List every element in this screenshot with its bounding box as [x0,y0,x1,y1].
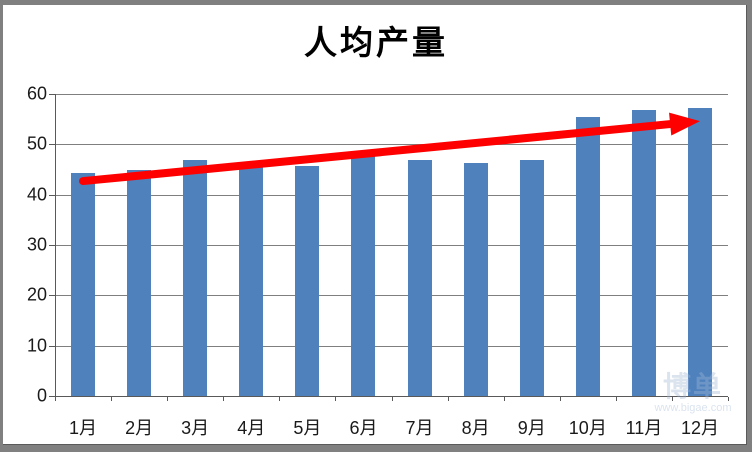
bar [575,116,600,396]
bar [295,166,320,396]
gridline [55,345,728,347]
gridline [55,94,728,95]
x-axis-tick [447,397,449,401]
x-axis-label: 3月 [181,418,210,438]
x-axis-label: 10月 [568,418,607,438]
y-axis-label: 40 [26,184,47,205]
y-axis-tick [49,295,55,297]
y-axis-tick [49,194,55,196]
x-axis-tick [615,397,617,401]
bar [127,169,152,396]
x-axis-tick [391,397,393,401]
bar [351,155,376,396]
x-axis-tick [503,397,505,401]
y-axis-tick [49,396,55,397]
x-axis-tick [728,397,730,401]
bar [71,173,95,396]
bar [463,163,488,396]
x-axis-label: 5月 [293,418,322,438]
y-axis-line [55,94,56,397]
y-axis-label: 10 [26,335,47,356]
x-axis-label: 6月 [349,418,378,438]
y-axis-label: 0 [36,385,47,406]
x-axis-label: 1月 [68,418,97,438]
bar [631,110,656,396]
gridline [55,245,728,246]
x-axis-label: 8月 [461,418,490,438]
x-axis-label: 12月 [680,418,720,438]
y-axis-label: 30 [26,234,47,255]
y-axis-label: 60 [26,83,47,104]
bar [407,160,432,396]
x-axis-label: 7月 [405,418,434,438]
x-axis-label: 11月 [625,418,663,438]
x-axis-label: 9月 [517,418,546,438]
x-axis-tick [279,397,281,401]
y-axis-tick [49,245,55,246]
x-axis-line [55,396,728,397]
bar [183,159,208,396]
x-axis-tick [167,397,169,401]
x-axis-tick [111,397,113,401]
x-axis-tick [335,397,337,401]
x-axis-tick [223,397,225,401]
bar [688,107,712,396]
gridline [55,295,728,297]
y-axis-tick [49,94,55,95]
x-axis-tick [559,397,561,401]
y-axis-tick [49,345,55,347]
y-axis-label: 20 [26,284,47,305]
gridline [55,194,728,196]
y-axis-label: 50 [26,133,47,154]
x-axis-tick [671,397,673,401]
gridline [55,144,728,146]
x-axis-label: 2月 [125,418,154,438]
bar [239,165,264,396]
bar [519,160,544,396]
chart-title: 人均产量 [304,23,448,62]
x-axis-tick [54,397,56,401]
x-axis-label: 4月 [237,418,266,438]
watermark-url: www.bigae.com [654,402,732,414]
y-axis-tick [49,144,55,146]
